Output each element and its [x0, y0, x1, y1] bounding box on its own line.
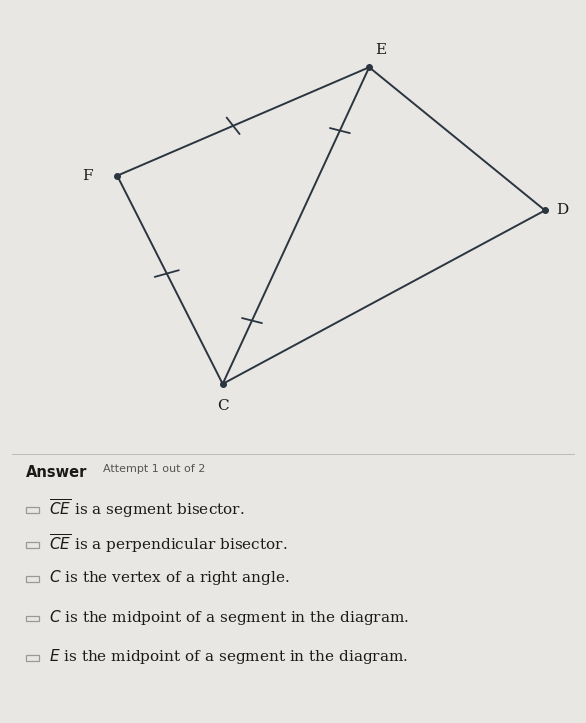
- Text: D: D: [557, 203, 568, 218]
- Text: $\mathit{E}$ is the midpoint of a segment in the diagram.: $\mathit{E}$ is the midpoint of a segmen…: [49, 647, 408, 666]
- Text: Answer: Answer: [26, 465, 88, 480]
- Text: $\mathit{C}$ is the vertex of a right angle.: $\mathit{C}$ is the vertex of a right an…: [49, 568, 290, 587]
- Text: $\overline{\mathit{CE}}$ is a perpendicular bisector.: $\overline{\mathit{CE}}$ is a perpendicu…: [49, 533, 288, 555]
- Text: Attempt 1 out of 2: Attempt 1 out of 2: [103, 464, 205, 474]
- Text: F: F: [83, 168, 93, 183]
- Bar: [26, 615, 39, 622]
- Text: E: E: [376, 43, 386, 57]
- Text: $\overline{\mathit{CE}}$ is a segment bisector.: $\overline{\mathit{CE}}$ is a segment bi…: [49, 497, 245, 520]
- Text: C: C: [217, 398, 229, 413]
- Bar: [26, 542, 39, 548]
- Bar: [26, 507, 39, 513]
- Text: $\mathit{C}$ is the midpoint of a segment in the diagram.: $\mathit{C}$ is the midpoint of a segmen…: [49, 608, 410, 627]
- Bar: [26, 655, 39, 661]
- Bar: [26, 576, 39, 582]
